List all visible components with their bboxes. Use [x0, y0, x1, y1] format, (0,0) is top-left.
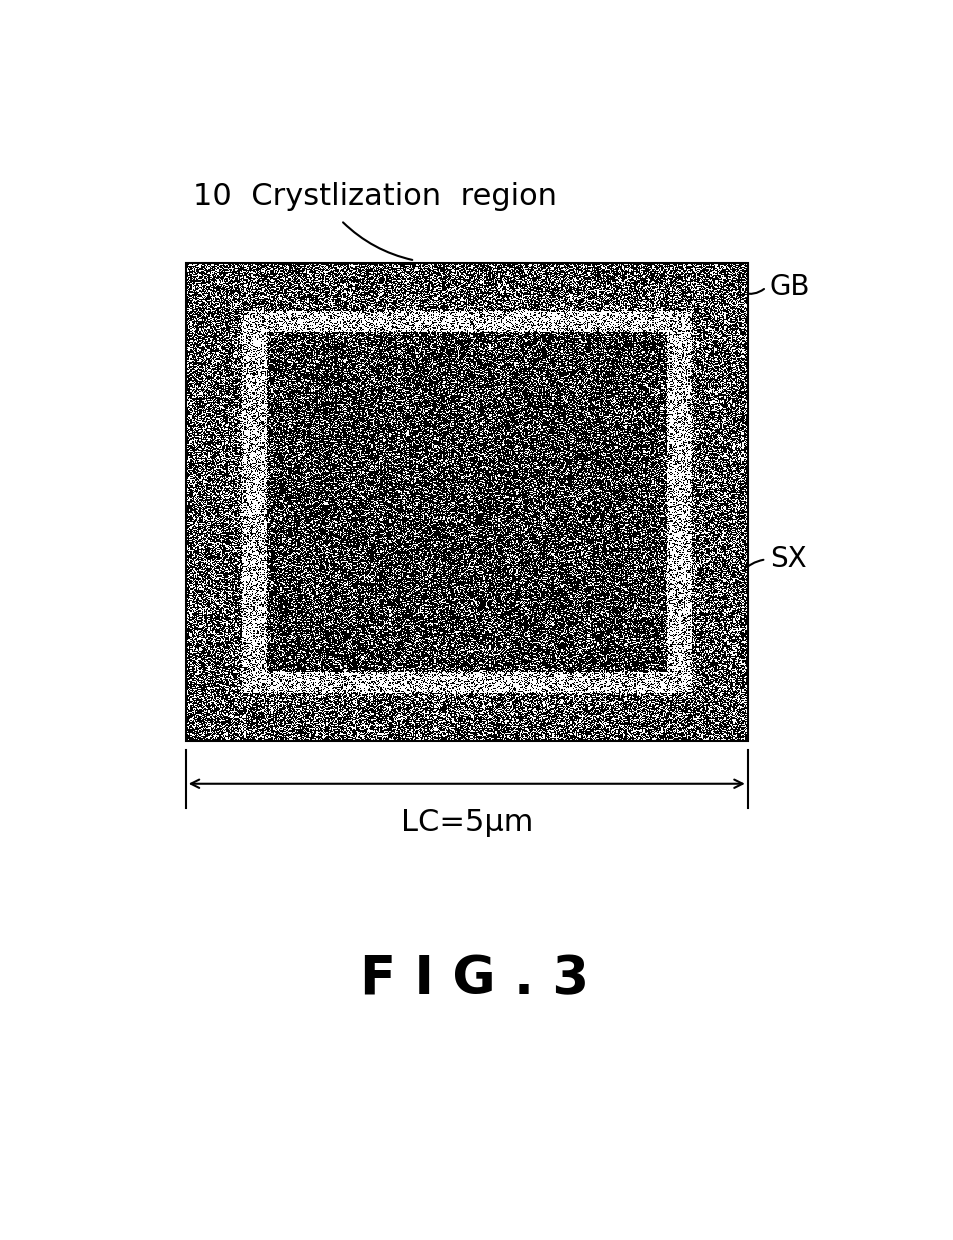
Text: 10  Crystlization  region: 10 Crystlization region	[193, 182, 557, 211]
Text: GB: GB	[769, 273, 809, 301]
Text: LC=5μm: LC=5μm	[400, 807, 533, 837]
Bar	[186, 263, 747, 740]
Text: SX: SX	[769, 546, 805, 573]
Text: F I G . 3: F I G . 3	[359, 954, 588, 1006]
